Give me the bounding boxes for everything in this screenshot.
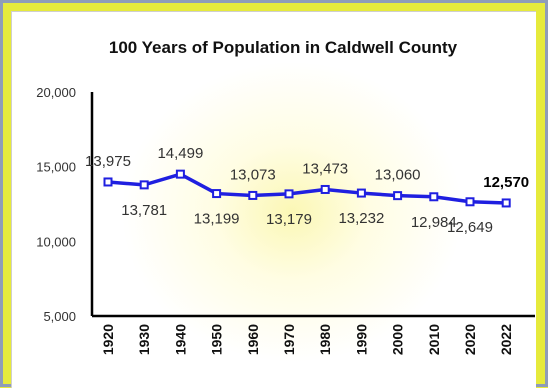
data-point (356, 188, 366, 198)
y-tick-label: 5,000 (43, 309, 76, 324)
x-tick-label: 2020 (462, 324, 478, 355)
data-label: 14,499 (157, 145, 203, 162)
data-point (465, 197, 475, 207)
data-point (175, 169, 185, 179)
data-label: 13,473 (302, 160, 348, 177)
chart-title: 100 Years of Population in Caldwell Coun… (109, 38, 458, 57)
data-point (248, 190, 258, 200)
x-tick-label: 1940 (172, 324, 188, 355)
data-point (393, 191, 403, 201)
data-label: 13,199 (194, 211, 240, 228)
x-tick-label: 1990 (353, 324, 369, 355)
data-point (212, 189, 222, 199)
x-tick-label: 1920 (100, 324, 116, 355)
data-point (103, 177, 113, 187)
data-label: 13,060 (375, 167, 421, 184)
y-tick-label: 20,000 (36, 85, 76, 100)
data-point (139, 180, 149, 190)
x-axis: 1920 1930 1940 1950 1960 1970 1980 1990 2000 2010… (92, 314, 535, 355)
x-tick-label: 2022 (498, 324, 514, 355)
y-axis: 20,000 15,000 10,000 5,000 (36, 85, 94, 324)
data-label: 12,649 (447, 219, 493, 236)
x-tick-label: 1980 (317, 324, 333, 355)
x-tick-label: 1950 (209, 324, 225, 355)
data-label: 12,570 (483, 174, 529, 191)
data-labels: 13,975 13,781 14,499 13,199 13,073 13,179 13,4… (85, 145, 529, 236)
series-population (103, 169, 511, 208)
x-tick-label: 1930 (136, 324, 152, 355)
data-point (284, 189, 294, 199)
data-label: 13,232 (338, 210, 384, 227)
y-tick-label: 10,000 (36, 234, 76, 249)
x-tick-label: 2010 (426, 324, 442, 355)
data-label: 13,179 (266, 211, 312, 228)
data-label: 13,781 (121, 202, 167, 219)
x-tick-label: 2000 (390, 324, 406, 355)
data-point (501, 198, 511, 208)
data-label: 12,984 (411, 214, 457, 231)
data-point (320, 184, 330, 194)
data-label: 13,073 (230, 166, 276, 183)
data-point (429, 192, 439, 202)
series-line (107, 172, 507, 205)
data-label: 13,975 (85, 153, 131, 170)
y-tick-label: 15,000 (36, 160, 76, 175)
x-tick-label: 1970 (281, 324, 297, 355)
x-tick-label: 1960 (245, 324, 261, 355)
